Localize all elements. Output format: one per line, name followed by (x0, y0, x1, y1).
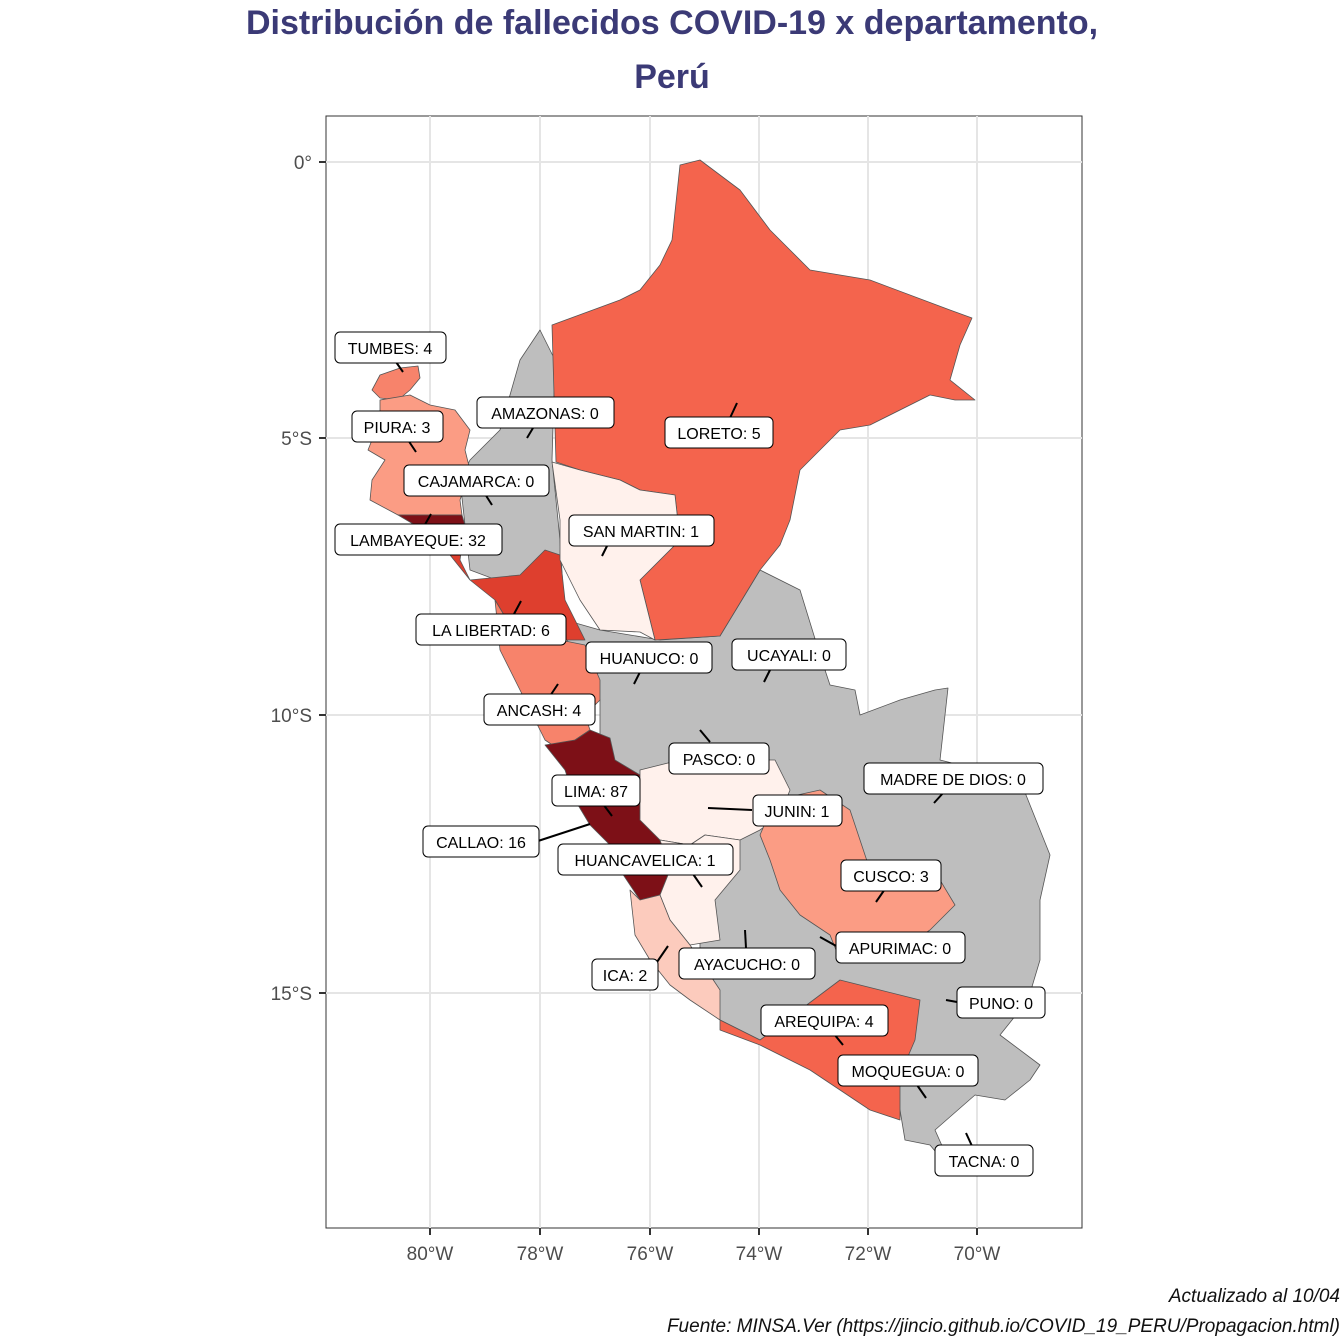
label-loreto-text: LORETO: 5 (677, 426, 760, 443)
axis-ticks (319, 161, 978, 1235)
label-cusco-text: CUSCO: 3 (853, 869, 929, 886)
update-caption: Actualizado al 10/04 (1168, 1286, 1340, 1307)
label-huancavelica-text: HUANCAVELICA: 1 (574, 853, 715, 870)
map-title-line-2: Perú (634, 58, 710, 96)
label-ancash-text: ANCASH: 4 (497, 703, 582, 720)
region-lalibertad (439, 524, 586, 641)
label-sanmartin-text: SAN MARTIN: 1 (583, 524, 699, 541)
label-piura: PIURA: 3 (351, 410, 444, 443)
y-axis-labels: 0° 5°S 10°S 15°S (271, 153, 312, 1005)
label-apurimac: APURIMAC: 0 (835, 931, 966, 964)
label-puno: PUNO: 0 (956, 986, 1046, 1019)
label-ucayali: UCAYALI: 0 (731, 638, 847, 671)
department-labels: TUMBES: 4 PIURA: 3 AMAZONAS: 0 LORETO: 5… (334, 331, 1046, 1177)
label-lima: LIMA: 87 (551, 774, 641, 807)
y-tick-0: 0° (294, 153, 312, 174)
label-sanmartin: SAN MARTIN: 1 (568, 514, 715, 547)
y-tick-15s: 15°S (271, 984, 312, 1005)
label-ayacucho: AYACUCHO: 0 (678, 947, 816, 980)
label-pasco-text: PASCO: 0 (683, 752, 756, 769)
label-ayacucho-text: AYACUCHO: 0 (694, 957, 800, 974)
x-tick-72w: 72°W (845, 1244, 892, 1265)
x-tick-76w: 76°W (627, 1244, 674, 1265)
label-ancash: ANCASH: 4 (483, 693, 596, 726)
label-junin-text: JUNIN: 1 (765, 804, 830, 821)
label-huanuco-text: HUANUCO: 0 (600, 651, 699, 668)
label-lambayeque: LAMBAYEQUE: 32 (334, 523, 503, 556)
label-lalibertad: LA LIBERTAD: 6 (415, 613, 567, 646)
x-tick-78w: 78°W (517, 1244, 564, 1265)
label-huancavelica: HUANCAVELICA: 1 (557, 843, 734, 876)
label-ica: ICA: 2 (591, 958, 659, 991)
label-madrededios: MADRE DE DIOS: 0 (863, 762, 1044, 795)
label-junin: JUNIN: 1 (752, 794, 843, 827)
label-lalibertad-text: LA LIBERTAD: 6 (432, 623, 550, 640)
label-amazonas-text: AMAZONAS: 0 (491, 406, 599, 423)
region-sanmartin (551, 461, 681, 641)
label-ucayali-text: UCAYALI: 0 (747, 648, 831, 665)
label-lambayeque-text: LAMBAYEQUE: 32 (350, 533, 486, 550)
label-huanuco: HUANUCO: 0 (585, 641, 713, 674)
label-cajamarca: CAJAMARCA: 0 (403, 464, 550, 497)
label-arequipa: AREQUIPA: 4 (760, 1004, 889, 1037)
label-apurimac-text: APURIMAC: 0 (849, 941, 951, 958)
y-tick-10s: 10°S (271, 706, 312, 727)
x-tick-70w: 70°W (954, 1244, 1001, 1265)
x-tick-80w: 80°W (407, 1244, 454, 1265)
label-ica-text: ICA: 2 (603, 968, 648, 985)
x-axis-labels: 80°W 78°W 76°W 74°W 72°W 70°W (407, 1244, 1001, 1265)
label-cusco: CUSCO: 3 (840, 859, 942, 892)
label-tacna-text: TACNA: 0 (949, 1154, 1020, 1171)
label-lima-text: LIMA: 87 (564, 784, 628, 801)
label-cajamarca-text: CAJAMARCA: 0 (418, 474, 535, 491)
label-callao: CALLAO: 16 (422, 825, 540, 858)
label-tumbes-text: TUMBES: 4 (348, 341, 433, 358)
label-moquegua-text: MOQUEGUA: 0 (852, 1064, 965, 1081)
label-callao-text: CALLAO: 16 (436, 835, 526, 852)
label-puno-text: PUNO: 0 (969, 996, 1033, 1013)
y-tick-5s: 5°S (281, 429, 312, 450)
label-arequipa-text: AREQUIPA: 4 (774, 1014, 873, 1031)
map-title-line-1: Distribución de fallecidos COVID-19 x de… (245, 4, 1099, 42)
label-madrededios-text: MADRE DE DIOS: 0 (880, 772, 1026, 789)
label-pasco: PASCO: 0 (668, 742, 770, 775)
label-tumbes: TUMBES: 4 (334, 331, 447, 364)
label-amazonas: AMAZONAS: 0 (476, 396, 615, 429)
x-tick-74w: 74°W (736, 1244, 783, 1265)
source-caption: Fuente: MINSA.Ver (https://jincio.github… (666, 1316, 1340, 1337)
label-tacna: TACNA: 0 (934, 1144, 1034, 1177)
label-loreto: LORETO: 5 (664, 416, 774, 449)
label-moquegua: MOQUEGUA: 0 (837, 1054, 979, 1087)
label-piura-text: PIURA: 3 (364, 420, 431, 437)
